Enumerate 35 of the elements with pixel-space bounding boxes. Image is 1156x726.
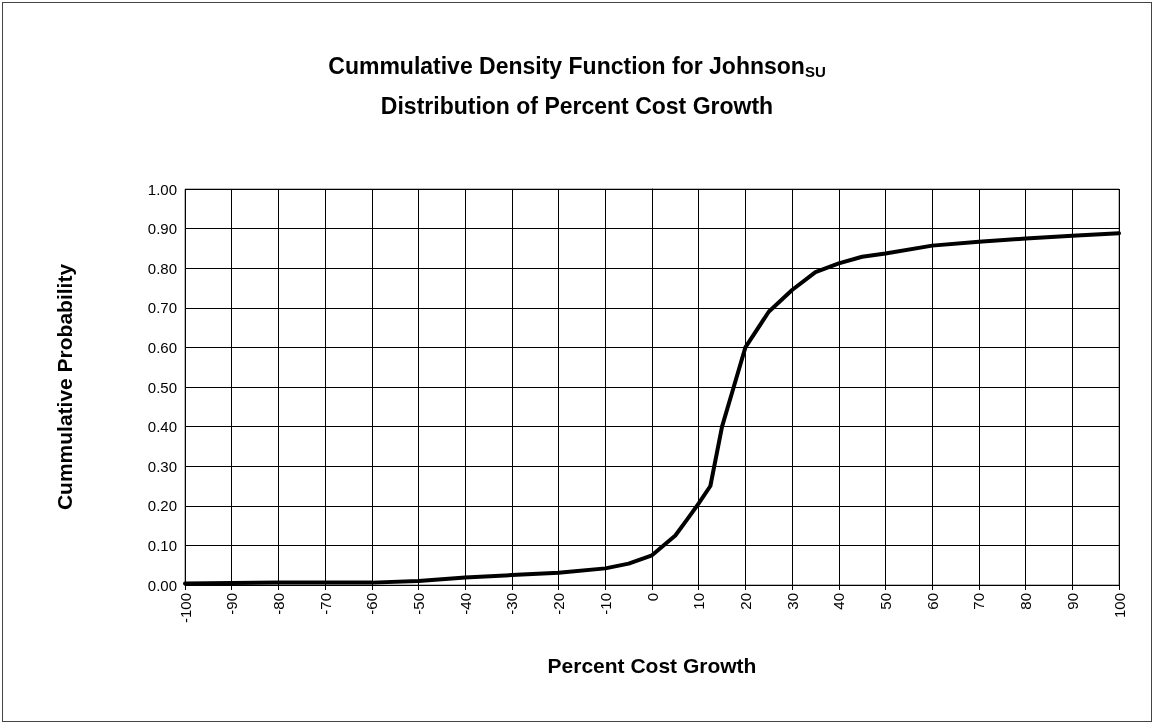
x-tick-label: -50	[410, 593, 427, 615]
x-tick-label: 0	[643, 593, 661, 602]
y-tick-label: 0.30	[147, 457, 177, 475]
x-tick-label: 50	[877, 593, 894, 610]
y-tick-label: 0.50	[147, 378, 177, 396]
y-tick-label: 0.70	[147, 299, 177, 317]
x-tick-label: -30	[503, 593, 521, 615]
y-tick-label: 0.80	[147, 259, 177, 277]
x-tick-label: 60	[923, 593, 941, 610]
x-tick-label: 90	[1063, 593, 1081, 610]
y-tick-label: 0.90	[147, 220, 177, 238]
y-tick-label: 0.10	[147, 536, 177, 554]
x-tick-label: 70	[970, 593, 988, 610]
x-tick-label: -10	[596, 593, 614, 615]
y-tick-label: 0.00	[147, 576, 177, 594]
x-tick-label: 20	[736, 593, 754, 610]
y-axis-title: Cummulative Probability	[53, 263, 76, 511]
y-tick-label: 0.20	[147, 497, 177, 515]
x-tick-label: -40	[456, 593, 474, 615]
x-tick-label: -60	[363, 593, 381, 615]
x-tick-label: -70	[316, 593, 334, 615]
y-tick-label: 0.60	[147, 338, 177, 356]
y-tick-label: 0.40	[147, 418, 177, 436]
x-axis-title: Percent Cost Growth	[547, 654, 757, 677]
x-tick-label: -80	[269, 593, 287, 615]
x-tick-label: 100	[1110, 593, 1128, 619]
y-tick-label: 1.00	[147, 180, 177, 198]
x-tick-label: -100	[176, 593, 194, 624]
x-tick-label: 40	[830, 593, 848, 610]
x-tick-label: -90	[223, 593, 241, 615]
chart-title: Cummulative Density Function for JohnsonSU Distribution of Percent Cost Growth	[328, 53, 826, 119]
x-tick-label: -20	[550, 593, 568, 615]
x-tick-label: 30	[783, 593, 801, 610]
x-tick-label: 10	[690, 593, 708, 610]
x-tick-label: 80	[1017, 593, 1035, 610]
